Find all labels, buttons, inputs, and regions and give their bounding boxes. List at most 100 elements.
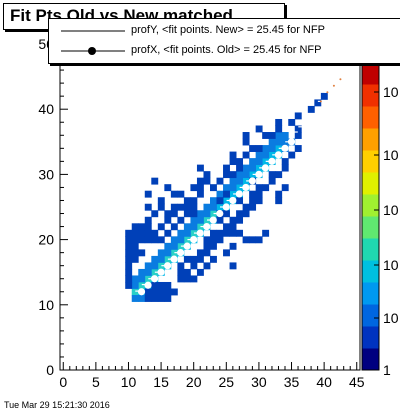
palette-swatch	[362, 84, 379, 107]
histogram-cell	[170, 210, 178, 218]
palette-label: 1	[383, 362, 391, 378]
histogram-cell	[131, 281, 139, 289]
histogram-cell	[183, 197, 191, 205]
histogram-cell	[249, 197, 257, 205]
histogram-cell	[242, 164, 250, 172]
profile-x-point	[248, 177, 256, 185]
histogram-cell	[157, 295, 165, 302]
histogram-cell	[216, 190, 224, 198]
palette-label: 10	[383, 202, 399, 218]
histogram-cell	[131, 255, 139, 263]
x-tick-label: 45	[349, 374, 365, 390]
histogram-cell	[229, 171, 237, 179]
histogram-cell	[262, 158, 270, 166]
histogram-cell	[183, 210, 191, 218]
x-tick-label: 15	[153, 374, 169, 390]
histogram-cell	[236, 158, 244, 166]
histogram-cell	[190, 255, 198, 263]
palette-label: 10	[383, 310, 399, 326]
profile-x-point	[196, 229, 204, 237]
histogram-cell	[170, 236, 178, 244]
histogram-cell	[262, 151, 270, 159]
histogram-cell	[210, 184, 217, 192]
timestamp: Tue Mar 29 15:21:30 2016	[4, 400, 110, 410]
histogram-cell	[210, 203, 217, 211]
histogram-cell	[177, 229, 185, 237]
histogram-cell	[216, 229, 224, 237]
histogram-cell	[203, 177, 211, 185]
profile-outlier-point	[332, 84, 335, 87]
histogram-cell	[307, 105, 315, 113]
histogram-cell	[157, 255, 165, 263]
histogram-cell	[177, 236, 185, 244]
histogram-cell	[255, 197, 263, 205]
histogram-cell	[131, 295, 139, 302]
histogram-cell	[164, 249, 172, 257]
histogram-cell	[242, 177, 250, 185]
histogram-cell	[294, 145, 302, 152]
histogram-cell	[164, 281, 172, 289]
y-tick-label: 40	[38, 101, 54, 117]
palette-swatch	[362, 172, 379, 195]
histogram-cell	[170, 190, 178, 198]
histogram-cell	[210, 236, 217, 244]
histogram-cell	[242, 151, 250, 159]
profile-x-point	[144, 281, 152, 289]
histogram-cell	[157, 262, 165, 270]
histogram-cell	[320, 92, 328, 100]
histogram-cell	[131, 275, 139, 283]
histogram-cell	[288, 118, 296, 126]
profile-x-markers	[137, 78, 342, 296]
histogram-cell	[177, 262, 185, 270]
profile-x-point	[183, 242, 191, 250]
histogram-cell	[275, 125, 283, 133]
profile-x-point	[164, 262, 172, 270]
histogram-cell	[190, 184, 198, 192]
histogram-cell	[281, 184, 289, 192]
histogram-cell	[210, 229, 217, 237]
histogram-cell	[223, 164, 230, 172]
palette-label: 10	[383, 84, 399, 100]
histogram-cell	[242, 210, 250, 218]
histogram-cell	[157, 197, 165, 205]
profile-x-point	[157, 268, 165, 276]
histogram-cell	[138, 295, 146, 302]
palette-swatch	[362, 304, 379, 327]
histogram-cell	[164, 295, 172, 302]
histogram-cell	[177, 242, 185, 250]
histogram-cell	[196, 268, 204, 276]
histogram-cell	[196, 223, 204, 231]
legend-label-profy: profY, <fit points. New> = 25.45 for NFP	[131, 24, 325, 36]
histogram-cell	[203, 262, 211, 270]
histogram-cell	[262, 184, 270, 192]
histogram-cell	[125, 236, 133, 244]
palette-swatch	[362, 216, 379, 239]
histogram-cell	[131, 223, 139, 231]
profile-x-point	[229, 196, 237, 205]
histogram-cell	[236, 197, 244, 205]
histogram-cell	[138, 268, 146, 276]
histogram-cell	[203, 249, 211, 257]
histogram-cell	[183, 229, 191, 237]
histogram-cell	[229, 177, 237, 185]
histogram-cell	[262, 145, 270, 152]
histogram-cell	[157, 236, 165, 244]
x-tick-label: 10	[121, 374, 137, 390]
histogram-cell	[157, 249, 165, 257]
profile-x-point	[255, 170, 263, 178]
histogram-cell	[157, 281, 165, 289]
histogram-cell	[190, 216, 198, 224]
histogram-cell	[255, 184, 263, 192]
histogram-cell	[268, 171, 276, 179]
histogram-cell	[294, 112, 302, 120]
palette-swatch	[362, 62, 379, 85]
palette-swatch	[362, 260, 379, 283]
histogram-cell	[177, 190, 185, 198]
histogram-cell	[151, 288, 159, 296]
histogram-cell	[144, 275, 152, 283]
profile-x-point	[216, 209, 224, 218]
histogram-cell	[236, 216, 244, 224]
legend-marker-symbol	[61, 47, 125, 55]
profile-x-point	[281, 144, 289, 152]
histogram-cell	[203, 242, 211, 250]
